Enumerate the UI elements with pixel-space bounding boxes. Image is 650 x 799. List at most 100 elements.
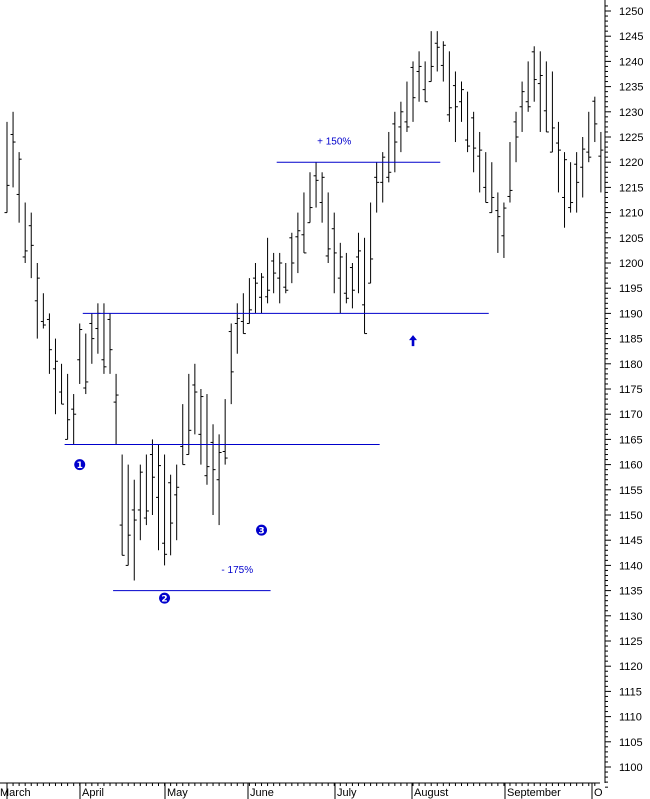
price-bar [125, 464, 131, 566]
month-label: April [82, 787, 104, 799]
price-bar [143, 454, 149, 526]
price-bar [204, 394, 210, 485]
y-tick-label: 1125 [619, 636, 643, 648]
price-bar [337, 242, 343, 314]
y-tick-label: 1220 [619, 157, 643, 169]
price-bar [234, 303, 240, 354]
price-bar [295, 212, 301, 274]
price-bar [477, 131, 483, 193]
annotations: + 150% - 175% 1 2 3 [64, 137, 489, 604]
marker-circle [256, 524, 268, 536]
marker-number: 3 [258, 526, 264, 536]
price-bar [537, 51, 543, 132]
price-bar [368, 202, 374, 284]
price-bar [107, 313, 113, 374]
price-bar [483, 152, 489, 204]
arrow-shape [409, 335, 418, 347]
price-bar [519, 81, 525, 132]
marker-2: 2 [159, 592, 171, 604]
price-bar [131, 479, 137, 581]
price-bar [355, 232, 361, 294]
price-bar [277, 252, 283, 304]
y-tick-label: 1150 [619, 510, 643, 522]
price-bar [252, 263, 258, 314]
price-bar [265, 237, 271, 304]
y-tick-label: 1200 [619, 258, 643, 270]
y-tick-label: 1135 [619, 586, 643, 598]
price-bar [592, 96, 598, 143]
price-bar [52, 338, 58, 415]
price-bar [174, 464, 180, 541]
price-bar [246, 278, 252, 324]
price-bar [180, 404, 186, 466]
price-bar [343, 252, 349, 304]
price-bar [446, 51, 452, 122]
price-bar [434, 31, 440, 72]
y-tick-label: 1165 [619, 434, 643, 446]
y-tick-label: 1175 [619, 384, 643, 396]
price-bar [495, 192, 501, 253]
price-bar [186, 373, 192, 456]
price-bar [156, 444, 161, 551]
price-bar [489, 162, 495, 214]
price-bar [198, 389, 204, 465]
ohlc-bars [4, 31, 604, 581]
price-bar [586, 111, 592, 163]
price-bar [149, 439, 155, 515]
price-bar [428, 31, 434, 83]
up-arrow [409, 335, 418, 347]
y-tick-label: 1140 [619, 560, 643, 572]
price-bar [59, 363, 65, 405]
price-bar [392, 111, 398, 173]
price-bar [95, 303, 101, 354]
y-tick-label: 1215 [619, 182, 643, 194]
y-tick-label: 1210 [619, 208, 643, 220]
price-bar [271, 252, 277, 294]
marker-3: 3 [256, 524, 268, 536]
price-bar [416, 51, 422, 102]
price-bar [307, 172, 313, 224]
price-bar [555, 121, 561, 193]
price-bar [531, 46, 537, 102]
month-label: May [167, 787, 188, 799]
label-minus-175: - 175% [221, 565, 253, 576]
y-tick-label: 1115 [619, 686, 642, 698]
price-bar [362, 237, 368, 335]
y-tick-label: 1100 [619, 762, 643, 774]
y-tick-label: 1170 [619, 409, 643, 421]
y-tick-label: 1195 [619, 283, 643, 295]
month-label: June [250, 787, 274, 799]
price-bar [543, 61, 549, 133]
price-bar [162, 454, 168, 566]
price-bar [459, 81, 464, 122]
price-bar [325, 192, 331, 263]
y-tick-label: 1110 [619, 712, 642, 724]
price-bar [319, 172, 325, 223]
price-bar [513, 111, 519, 163]
month-label: August [414, 787, 448, 799]
marker-1: 1 [74, 459, 86, 471]
price-bar [422, 61, 428, 103]
price-bar [471, 111, 477, 173]
price-bar [501, 202, 507, 258]
price-bar [259, 273, 265, 314]
price-bar [22, 202, 28, 263]
price-bar [525, 61, 531, 112]
price-bar [113, 373, 119, 445]
price-bar [568, 162, 574, 213]
y-tick-label: 1120 [619, 661, 643, 673]
price-bar [452, 71, 458, 143]
price-bar [598, 131, 604, 193]
y-tick-label: 1160 [619, 460, 643, 472]
price-bar [574, 152, 580, 213]
y-tick-label: 1190 [619, 308, 643, 320]
price-bar [283, 263, 289, 294]
price-bar [4, 121, 10, 214]
month-label: March [0, 787, 31, 799]
price-bar [228, 323, 234, 405]
y-tick-label: 1230 [619, 107, 643, 119]
price-bar [101, 303, 107, 374]
price-bar [313, 162, 319, 208]
price-bar [65, 373, 71, 440]
